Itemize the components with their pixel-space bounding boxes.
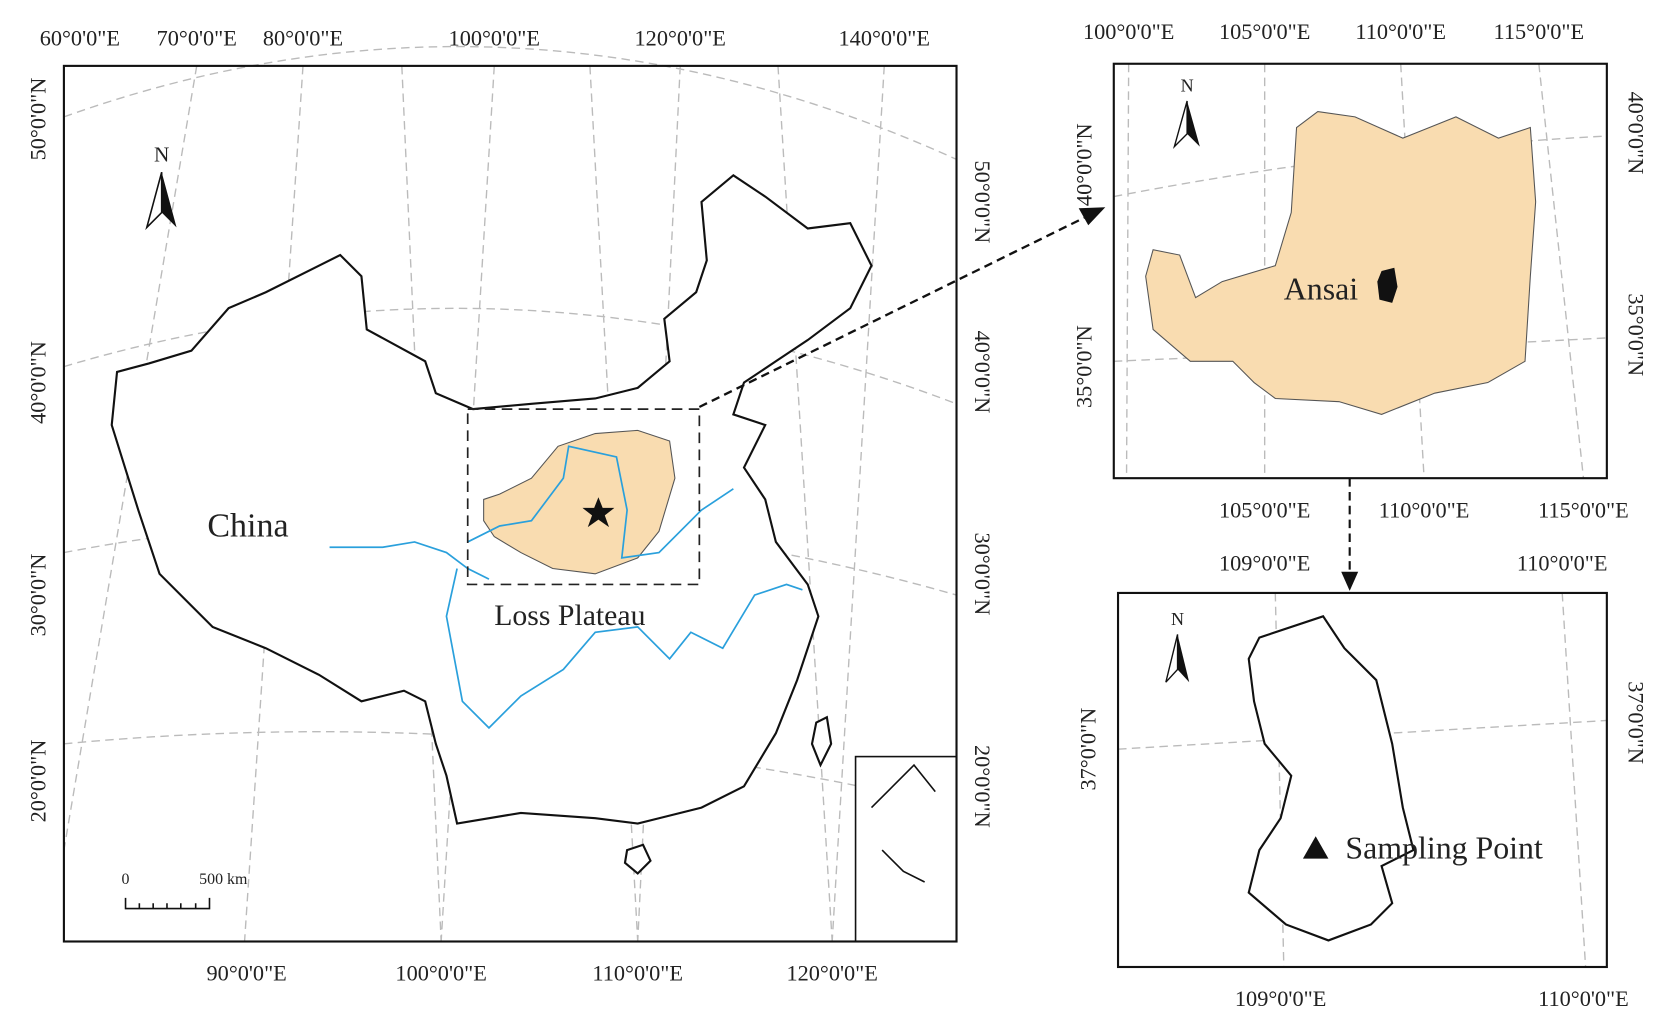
- right-coordinate-label: 30°0'0"N: [970, 532, 995, 615]
- left-coordinate-label: 50°0'0"N: [26, 78, 51, 161]
- right-coordinate-label: 40°0'0"N: [970, 331, 995, 414]
- sampling-point-marker: [1302, 836, 1329, 859]
- loess-plateau: [483, 429, 676, 575]
- bottom-coordinate-label: 109°0'0"E: [1235, 986, 1326, 1011]
- bottom-coordinate-label: 115°0'0"E: [1538, 497, 1629, 522]
- top-coordinate-label: 70°0'0"E: [157, 26, 237, 51]
- scale-label: 500 km: [199, 871, 248, 888]
- bottom-coordinate-label: 105°0'0"E: [1219, 497, 1310, 522]
- north-arrow-dark: [1177, 634, 1190, 683]
- left-coordinate-label: 35°0'0"N: [1071, 325, 1096, 408]
- place-label: Ansai: [1284, 272, 1358, 307]
- zoom-arrowhead: [1078, 207, 1106, 226]
- site-frame: [1116, 591, 1608, 969]
- ansai-outline: [1247, 615, 1415, 942]
- north-label: N: [1181, 75, 1194, 95]
- zoom-arrow: [698, 216, 1085, 409]
- bottom-coordinate-label: 110°0'0"E: [1379, 497, 1470, 522]
- star: [582, 497, 615, 528]
- top-coordinate-label: 120°0'0"E: [635, 26, 726, 51]
- north-label: N: [1171, 609, 1184, 629]
- ansai-county: [1377, 267, 1398, 303]
- top-coordinate-label: 109°0'0"E: [1219, 550, 1310, 575]
- main-frame: [62, 64, 958, 943]
- place-label: Loss Plateau: [494, 599, 645, 632]
- top-coordinate-label: 110°0'0"E: [1517, 550, 1608, 575]
- rivers: [329, 445, 803, 730]
- right-coordinate-label: 40°0'0"N: [1623, 91, 1648, 174]
- scale-label: 0: [122, 871, 130, 888]
- inset-coast: [870, 763, 936, 883]
- right-coordinate-label: 50°0'0"N: [970, 161, 995, 244]
- north-label: N: [154, 143, 169, 167]
- left-coordinate-label: 40°0'0"N: [1071, 123, 1096, 206]
- plateau-frame: [1112, 62, 1608, 480]
- zoom-arrowhead: [1341, 571, 1359, 591]
- top-coordinate-label: 80°0'0"E: [263, 26, 343, 51]
- right-coordinate-label: 37°0'0"N: [1623, 681, 1648, 764]
- top-coordinate-label: 100°0'0"E: [1083, 19, 1174, 44]
- plateau-map: [1112, 62, 1608, 591]
- left-coordinate-label: 37°0'0"N: [1076, 708, 1101, 791]
- scale-bar: [124, 897, 211, 910]
- islands: [623, 715, 833, 875]
- main-map: [62, 45, 1106, 943]
- north-arrow-dark: [161, 172, 177, 228]
- left-coordinate-label: 40°0'0"N: [26, 341, 51, 424]
- top-coordinate-label: 105°0'0"E: [1219, 19, 1310, 44]
- top-coordinate-label: 115°0'0"E: [1494, 19, 1585, 44]
- site-map: [1116, 591, 1608, 969]
- top-coordinate-label: 110°0'0"E: [1355, 19, 1446, 44]
- bottom-coordinate-label: 90°0'0"E: [207, 961, 287, 986]
- inset-box: [854, 755, 958, 943]
- north-arrow-dark: [1187, 100, 1200, 147]
- bottom-coordinate-label: 110°0'0"E: [592, 961, 683, 986]
- loess-plateau: [1145, 111, 1537, 415]
- top-coordinate-label: 100°0'0"E: [449, 26, 540, 51]
- top-coordinate-label: 140°0'0"E: [839, 26, 930, 51]
- bottom-coordinate-label: 110°0'0"E: [1538, 986, 1629, 1011]
- place-label: Sampling Point: [1345, 831, 1543, 866]
- right-coordinate-label: 20°0'0"N: [970, 745, 995, 828]
- left-coordinate-label: 20°0'0"N: [26, 740, 51, 823]
- top-coordinate-label: 60°0'0"E: [40, 26, 120, 51]
- right-coordinate-label: 35°0'0"N: [1623, 293, 1648, 376]
- place-label: China: [207, 508, 288, 545]
- bottom-coordinate-label: 120°0'0"E: [786, 961, 877, 986]
- bottom-coordinate-label: 100°0'0"E: [395, 961, 486, 986]
- left-coordinate-label: 30°0'0"N: [26, 554, 51, 637]
